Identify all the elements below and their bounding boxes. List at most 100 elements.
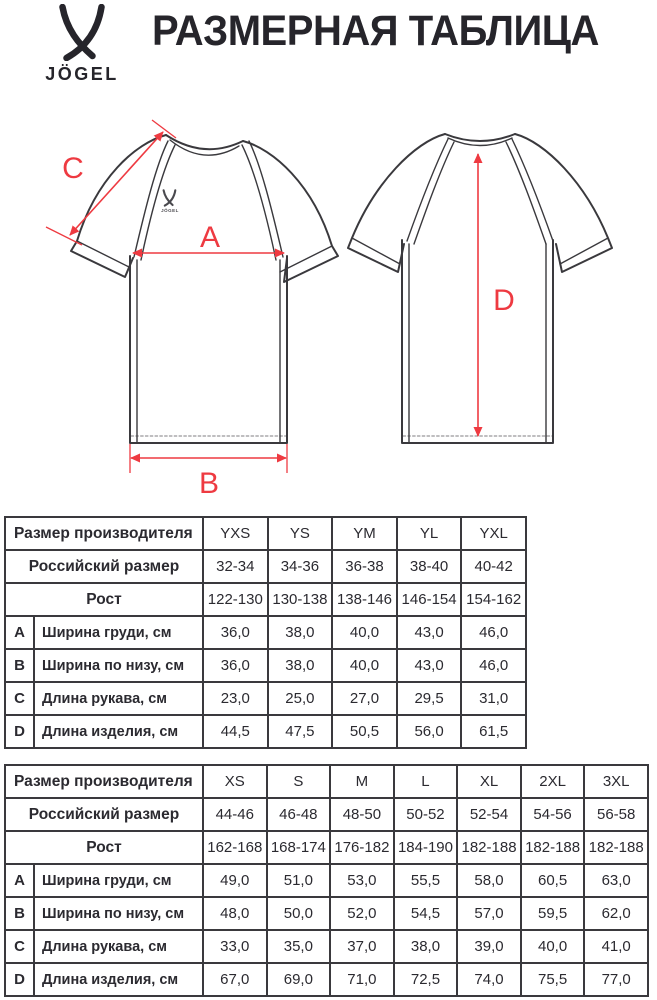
value-cell: 54,5 [392, 896, 459, 931]
value-cell: 46,0 [460, 648, 527, 683]
chest-jogel-mark-icon [162, 189, 177, 207]
value-cell: 50,5 [331, 714, 398, 749]
value-cell: 33,0 [202, 929, 268, 964]
value-cell: 176-182 [329, 830, 395, 865]
extension-line [45, 226, 83, 246]
value-cell: 55,5 [392, 863, 459, 898]
value-cell: 40,0 [331, 648, 398, 683]
value-cell: 40,0 [519, 929, 586, 964]
value-cell: 48,0 [202, 896, 268, 931]
value-cell: 74,0 [456, 962, 522, 997]
value-cell: 77,0 [583, 962, 649, 997]
value-cell: XS [202, 764, 268, 799]
value-cell: 43,0 [395, 648, 463, 683]
measure-letter-cell: A [4, 615, 35, 650]
row-label-cell: Рост [4, 830, 204, 865]
value-cell: 31,0 [460, 681, 527, 716]
value-cell: 36,0 [202, 615, 269, 650]
value-cell: XL [456, 764, 522, 799]
measure-label-d: D [493, 284, 515, 317]
value-cell: 184-190 [392, 830, 459, 865]
value-cell: 67,0 [202, 962, 268, 997]
value-cell: 162-168 [202, 830, 268, 865]
row-label-cell: Размер производителя [4, 516, 204, 551]
value-cell: 122-130 [202, 582, 269, 617]
value-cell: 38,0 [266, 615, 334, 650]
size-header-row: Российский размер 44-46 46-48 48-50 50-52 52-… [4, 797, 649, 832]
chest-logo: JÖGEL [161, 189, 179, 213]
row-label-cell: Длина изделия, см [33, 962, 204, 997]
value-cell: 60,5 [519, 863, 586, 898]
value-cell: 3XL [583, 764, 649, 799]
front-shirt-diagram: JÖGEL A B C [45, 119, 339, 500]
value-cell: 154-162 [460, 582, 527, 617]
measure-label-c: C [62, 152, 84, 185]
size-table-youth: Размер производителя YXS YS YM YL YXL Российск… [4, 516, 527, 749]
value-cell: YXL [460, 516, 527, 551]
value-cell: 44-46 [202, 797, 268, 832]
measure-row: B Ширина по низу, см 48,0 50,0 52,0 54,5 57,0 5… [4, 896, 649, 931]
value-cell: 56-58 [583, 797, 649, 832]
size-header-row: Рост 162-168 168-174 176-182 184-190 182-188 1… [4, 830, 649, 865]
value-cell: 36,0 [202, 648, 269, 683]
measure-label-b: B [199, 467, 219, 500]
measure-letter-cell: A [4, 863, 35, 898]
value-cell: 62,0 [583, 896, 649, 931]
value-cell: 75,5 [519, 962, 586, 997]
value-cell: 71,0 [329, 962, 395, 997]
measure-row: C Длина рукава, см 23,0 25,0 27,0 29,5 31,0 [4, 681, 527, 716]
value-cell: 52,0 [329, 896, 395, 931]
row-label-cell: Рост [4, 582, 204, 617]
value-cell: 34-36 [266, 549, 334, 584]
value-cell: 59,5 [519, 896, 586, 931]
chest-logo-text: JÖGEL [161, 207, 179, 213]
row-label-cell: Ширина груди, см [33, 863, 204, 898]
measure-letter-cell: B [4, 648, 35, 683]
value-cell: M [329, 764, 395, 799]
back-measurements: D [473, 153, 515, 437]
measure-letter-cell: B [4, 896, 35, 931]
value-cell: 38-40 [395, 549, 463, 584]
value-cell: 51,0 [265, 863, 332, 898]
measure-letter-cell: C [4, 681, 35, 716]
value-cell: 69,0 [265, 962, 332, 997]
value-cell: 47,5 [266, 714, 334, 749]
measure-label-a: A [200, 221, 220, 254]
row-label-cell: Длина рукава, см [33, 681, 204, 716]
value-cell: L [392, 764, 459, 799]
front-measurements: A B C [45, 119, 288, 500]
measure-letter-cell: D [4, 962, 35, 997]
value-cell: 50-52 [392, 797, 459, 832]
measure-row: D Длина изделия, см 44,5 47,5 50,5 56,0 61,5 [4, 714, 527, 749]
row-label-cell: Длина рукава, см [33, 929, 204, 964]
page-title: РАЗМЕРНАЯ ТАБЛИЦА [152, 7, 599, 55]
value-cell: YXS [202, 516, 269, 551]
brand-logo: JÖGEL [36, 4, 128, 85]
value-cell: 2XL [519, 764, 586, 799]
brand-name: JÖGEL [45, 64, 119, 84]
row-label-cell: Ширина по низу, см [33, 896, 204, 931]
value-cell: 61,5 [460, 714, 527, 749]
value-cell: 43,0 [395, 615, 463, 650]
row-label-cell: Российский размер [4, 797, 204, 832]
back-shirt-outline [347, 133, 613, 444]
size-header-row: Размер производителя XS S M L XL 2XL 3XL [4, 764, 649, 799]
value-cell: 49,0 [202, 863, 268, 898]
value-cell: 38,0 [266, 648, 334, 683]
size-header-row: Размер производителя YXS YS YM YL YXL [4, 516, 527, 551]
value-cell: 182-188 [519, 830, 586, 865]
value-cell: 53,0 [329, 863, 395, 898]
row-label-cell: Ширина по низу, см [33, 648, 204, 683]
value-cell: 48-50 [329, 797, 395, 832]
value-cell: 35,0 [265, 929, 332, 964]
value-cell: S [265, 764, 332, 799]
value-cell: 37,0 [329, 929, 395, 964]
front-shirt-outline [70, 134, 339, 444]
value-cell: 56,0 [395, 714, 463, 749]
value-cell: 41,0 [583, 929, 649, 964]
value-cell: 57,0 [456, 896, 522, 931]
measure-row: B Ширина по низу, см 36,0 38,0 40,0 43,0 46,0 [4, 648, 527, 683]
back-shirt-diagram: D [347, 133, 613, 444]
value-cell: 39,0 [456, 929, 522, 964]
